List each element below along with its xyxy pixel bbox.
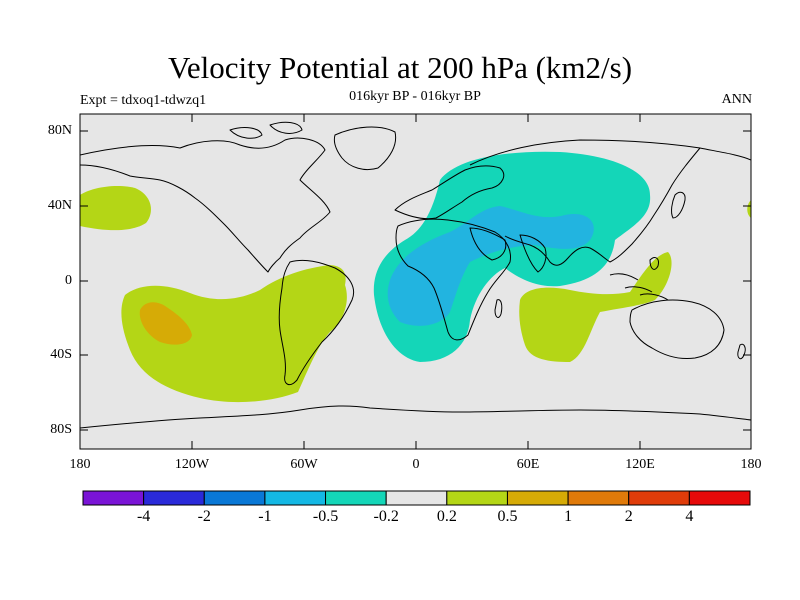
colorbar-label: 2 [624, 508, 633, 525]
colorbar-label: 0.5 [497, 508, 518, 525]
colorbar-swatch [82, 490, 145, 506]
lon-label-0: 0 [412, 457, 420, 472]
green-positive-indian-ocean [519, 252, 672, 362]
lat-label-80n: 80N [47, 123, 72, 138]
colorbar-swatch [385, 490, 448, 506]
chart-subtitle: 016kyr BP - 016kyr BP [349, 89, 481, 104]
colorbar-swatch [203, 490, 266, 506]
lat-label-0: 0 [65, 273, 72, 288]
lon-label-60e: 60E [516, 457, 540, 472]
colorbar-label: -1 [258, 508, 272, 525]
colorbar-label: 0.2 [436, 508, 457, 525]
season-label: ANN [721, 92, 752, 107]
lat-label-40s: 40S [50, 347, 72, 362]
lon-label-60w: 60W [290, 457, 318, 472]
colorbar-swatch [628, 490, 690, 506]
colorbar-label: -0.2 [373, 508, 399, 525]
blue-negative-africa-asia [387, 206, 594, 326]
colorbar-swatch [446, 490, 508, 506]
colorbar-swatch [264, 490, 327, 506]
longitude-tick-marks [79, 114, 752, 449]
colorbar [82, 490, 751, 506]
latitude-tick-marks [80, 130, 751, 431]
colorbar-swatch [325, 490, 387, 506]
colorbar-label: -4 [136, 508, 151, 525]
lat-label-40n: 40N [47, 198, 72, 213]
colorbar-swatch [143, 490, 205, 506]
colorbar-swatch [506, 490, 569, 506]
lon-label-120e: 120E [625, 457, 655, 472]
contour-layer [80, 121, 751, 429]
lon-label-180w: 180 [69, 457, 91, 472]
colorbar-label: -2 [197, 508, 211, 525]
experiment-label: Expt = tdxoq1-tdwzq1 [80, 93, 207, 108]
colorbar-swatch [567, 490, 630, 506]
green-positive-east-edge [747, 200, 751, 218]
chart-title: Velocity Potential at 200 hPa (km2/s) [167, 50, 633, 85]
colorbar-label: 1 [564, 508, 573, 525]
lat-label-80s: 80S [50, 422, 72, 437]
lon-label-180e: 180 [740, 457, 762, 472]
orange-positive-south-pacific [139, 302, 192, 345]
colorbar-label: -0.5 [312, 508, 339, 525]
coastlines [80, 121, 751, 429]
colorbar-label: 4 [685, 508, 694, 525]
green-positive-north-pacific [80, 185, 151, 231]
green-positive-pacific [121, 265, 347, 403]
lon-label-120w: 120W [174, 457, 210, 472]
colorbar-swatch [688, 490, 751, 506]
